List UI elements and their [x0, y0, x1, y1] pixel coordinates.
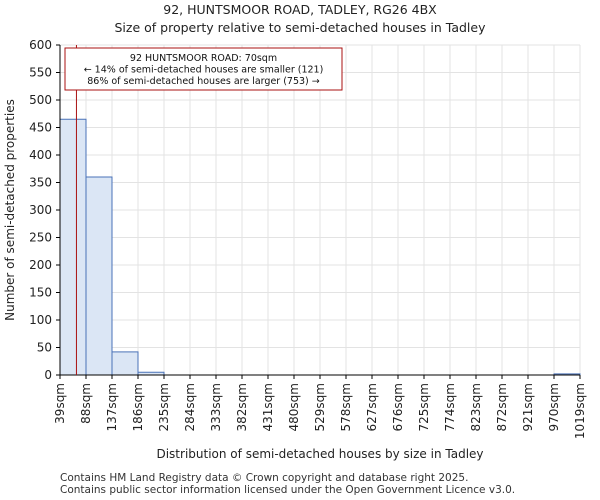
x-tick-label-186sqm: 186sqm: [131, 383, 145, 431]
x-tick-label-1019sqm: 1019sqm: [573, 383, 587, 439]
y-tick-label-300: 300: [29, 203, 52, 217]
annotation-line-2: ← 14% of semi-detached houses are smalle…: [84, 65, 324, 76]
annotation-box: [64, 47, 343, 91]
y-tick-label-450: 450: [29, 121, 52, 135]
x-tick-label-88sqm: 88sqm: [79, 383, 93, 424]
y-tick-label-100: 100: [29, 313, 52, 327]
y-tick-label-200: 200: [29, 258, 52, 272]
x-tick-label-921sqm: 921sqm: [521, 383, 535, 431]
x-tick-label-676sqm: 676sqm: [391, 383, 405, 431]
x-tick-label-235sqm: 235sqm: [157, 383, 171, 431]
x-axis-title: Distribution of semi-detached houses by …: [156, 447, 483, 461]
x-tick-label-382sqm: 382sqm: [235, 383, 249, 431]
x-tick-label-284sqm: 284sqm: [183, 383, 197, 431]
y-tick-label-600: 600: [29, 38, 52, 52]
x-tick-label-823sqm: 823sqm: [469, 383, 483, 431]
x-tick-label-333sqm: 333sqm: [209, 383, 223, 431]
annotation-line-1: 92 HUNTSMOOR ROAD: 70sqm: [130, 53, 277, 64]
x-tick-label-970sqm: 970sqm: [547, 383, 561, 431]
y-tick-label-400: 400: [29, 148, 52, 162]
footer-line-1: Contains HM Land Registry data © Crown c…: [60, 472, 469, 484]
x-tick-label-529sqm: 529sqm: [313, 383, 327, 431]
x-tick-label-39sqm: 39sqm: [53, 383, 67, 424]
footer-line-2: Contains public sector information licen…: [60, 484, 516, 496]
y-tick-label-550: 550: [29, 66, 52, 80]
y-tick-label-50: 50: [37, 341, 52, 355]
annotation-line-3: 86% of semi-detached houses are larger (…: [87, 76, 320, 87]
chart-subtitle: Size of property relative to semi-detach…: [114, 20, 486, 35]
y-tick-label-0: 0: [44, 368, 52, 382]
y-tick-label-150: 150: [29, 286, 52, 300]
x-tick-label-480sqm: 480sqm: [287, 383, 301, 431]
x-tick-label-578sqm: 578sqm: [339, 383, 353, 431]
y-tick-label-350: 350: [29, 176, 52, 190]
x-tick-label-627sqm: 627sqm: [365, 383, 379, 431]
chart-title: 92, HUNTSMOOR ROAD, TADLEY, RG26 4BX: [163, 2, 437, 17]
bar-39sqm: [59, 118, 87, 376]
x-tick-label-431sqm: 431sqm: [261, 383, 275, 431]
x-tick-label-872sqm: 872sqm: [495, 383, 509, 431]
bar-88sqm: [85, 176, 113, 376]
y-tick-label-500: 500: [29, 93, 52, 107]
y-tick-label-250: 250: [29, 231, 52, 245]
x-tick-label-137sqm: 137sqm: [105, 383, 119, 431]
y-axis-title: Number of semi-detached properties: [3, 99, 17, 321]
x-tick-label-774sqm: 774sqm: [443, 383, 457, 431]
bar-137sqm: [111, 351, 139, 376]
x-tick-label-725sqm: 725sqm: [417, 383, 431, 431]
